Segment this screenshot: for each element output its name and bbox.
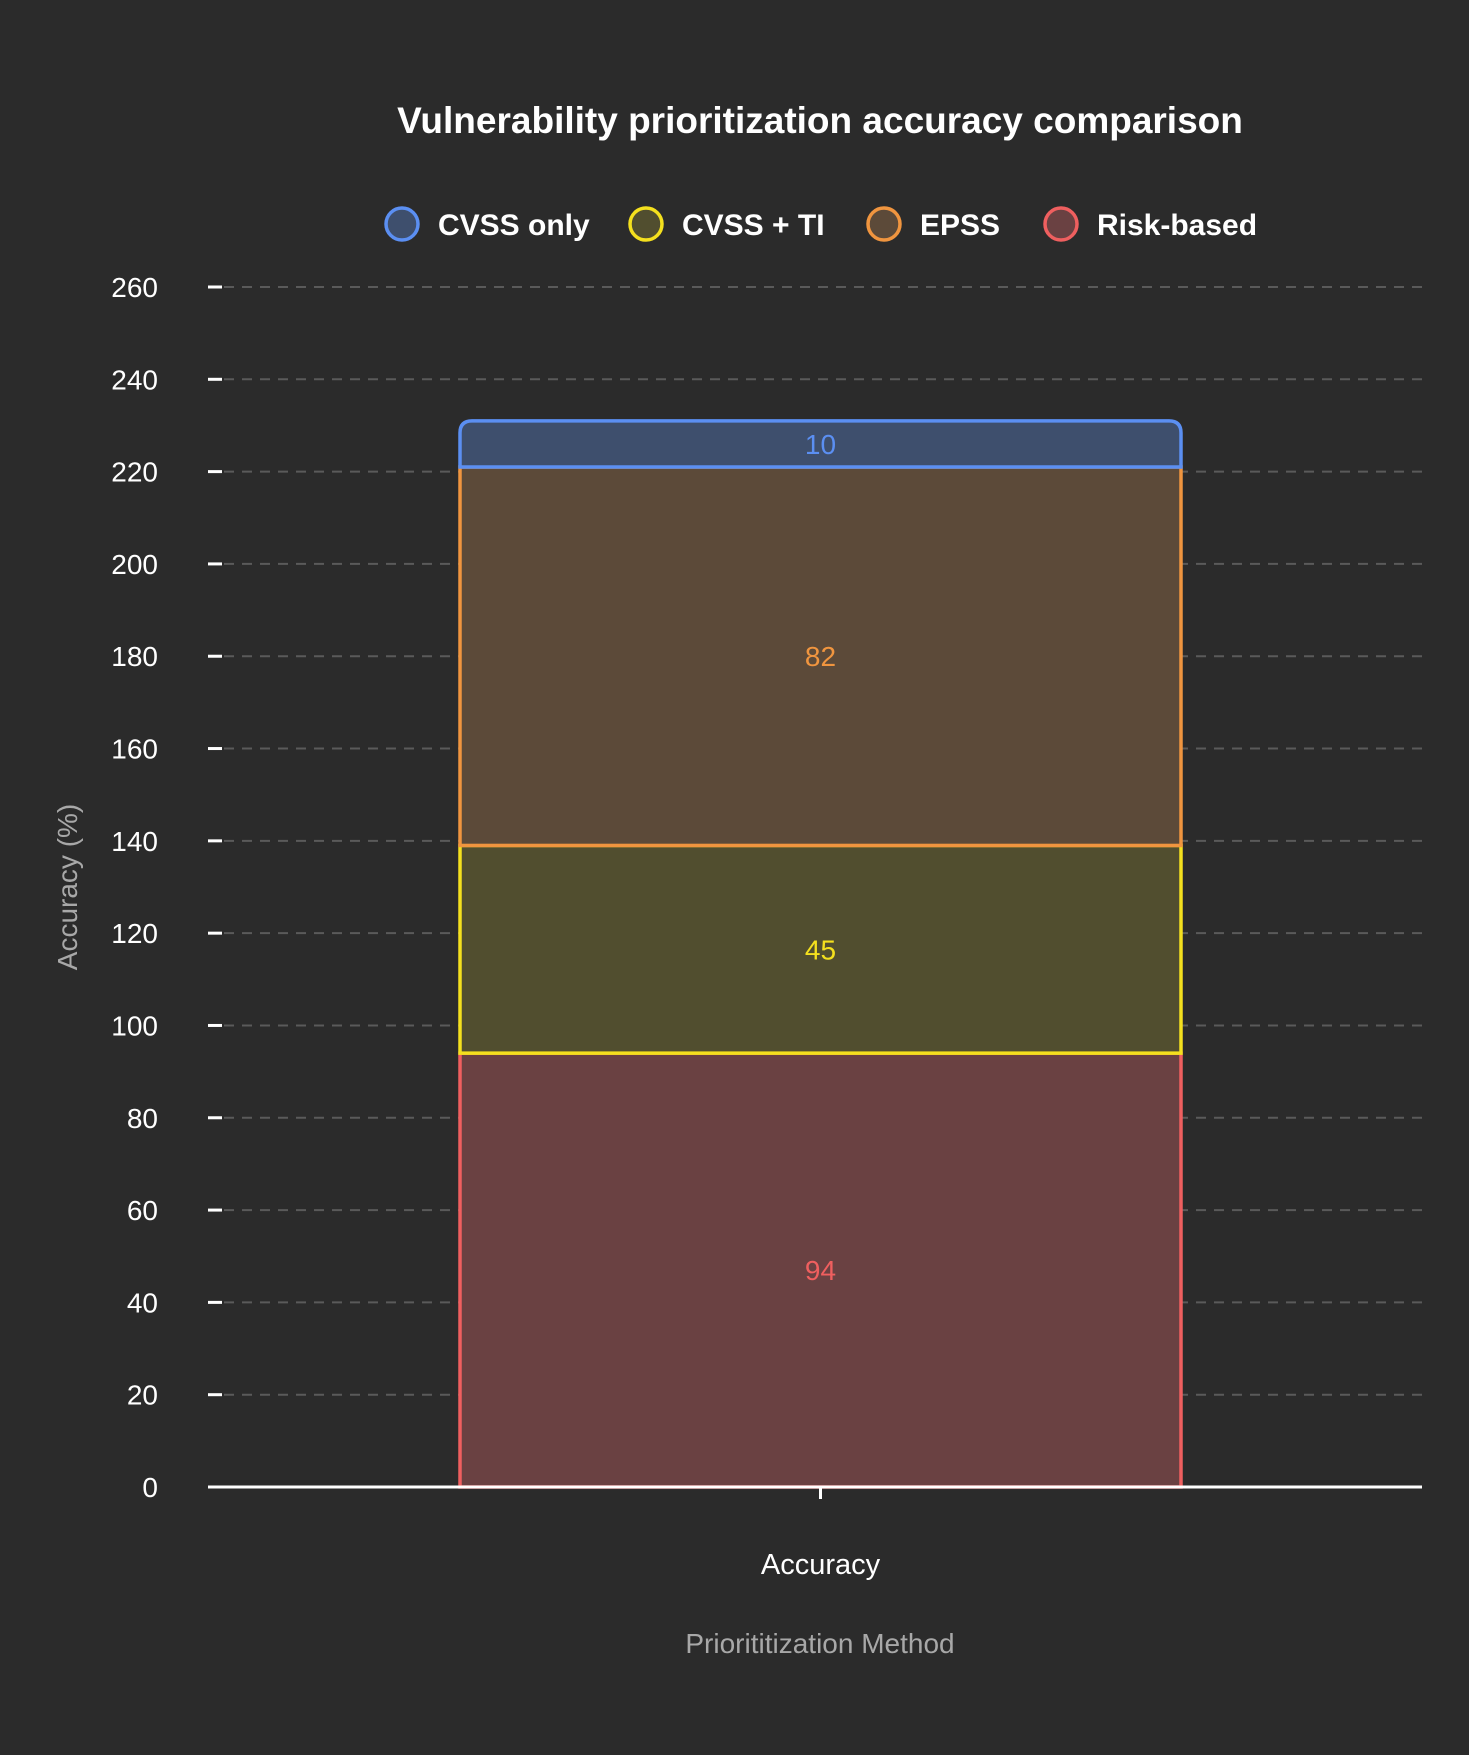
y-tick-label: 40: [127, 1287, 158, 1318]
y-tick-label: 60: [127, 1195, 158, 1226]
y-tick-label: 260: [111, 272, 158, 303]
bar-segment-epss[interactable]: [458, 465, 1183, 848]
x-axis: Accuracy: [208, 1485, 1422, 1581]
legend-label-epss: EPSS: [920, 209, 1000, 242]
legend-swatch-cvss-only: [384, 206, 420, 242]
legend-label-cvss-ti: CVSS + TI: [682, 209, 825, 242]
legend-swatch-cvss-ti: [628, 206, 664, 242]
y-tick-label: 140: [111, 826, 158, 857]
y-tick-label: 80: [127, 1103, 158, 1134]
legend-label-cvss-only: CVSS only: [438, 209, 590, 242]
x-axis-title: Priorititization Method: [685, 1628, 954, 1659]
y-tick-label: 120: [111, 918, 158, 949]
bar-segment-risk-based[interactable]: [458, 1051, 1183, 1489]
legend-label-risk-based: Risk-based: [1097, 209, 1257, 242]
x-tick-label: Accuracy: [761, 1549, 881, 1581]
data-label-cvss-ti: 45: [805, 934, 836, 965]
data-label-cvss-only: 10: [805, 429, 836, 460]
legend: CVSS only CVSS + TI EPSS Risk-based: [384, 206, 1257, 242]
y-tick-label: 0: [142, 1472, 158, 1503]
y-tick-label: 200: [111, 549, 158, 580]
legend-item-epss[interactable]: EPSS: [866, 206, 1000, 242]
legend-swatch-risk-based: [1043, 206, 1079, 242]
y-tick-label: 180: [111, 641, 158, 672]
legend-item-cvss-only[interactable]: CVSS only: [384, 206, 590, 242]
y-tick-label: 240: [111, 364, 158, 395]
data-label-risk-based: 94: [805, 1255, 836, 1286]
y-tick-label: 220: [111, 457, 158, 488]
y-tick-label: 100: [111, 1010, 158, 1041]
y-axis-title: Accuracy (%): [52, 804, 83, 970]
bars: 94 45 82 10: [458, 419, 1183, 1489]
data-label-epss: 82: [805, 641, 836, 672]
y-tick-label: 160: [111, 734, 158, 765]
y-tick-label: 20: [127, 1380, 158, 1411]
legend-swatch-epss: [866, 206, 902, 242]
legend-item-risk-based[interactable]: Risk-based: [1043, 206, 1257, 242]
chart-title: Vulnerability prioritization accuracy co…: [397, 100, 1243, 141]
bar-segment-cvss-ti[interactable]: [458, 843, 1183, 1055]
legend-item-cvss-ti[interactable]: CVSS + TI: [628, 206, 825, 242]
y-axis: 0 20 40 60 80 100 120 140 160 180 200 220 240 260: [111, 272, 222, 1503]
bar-segment-cvss-only[interactable]: [458, 419, 1183, 469]
